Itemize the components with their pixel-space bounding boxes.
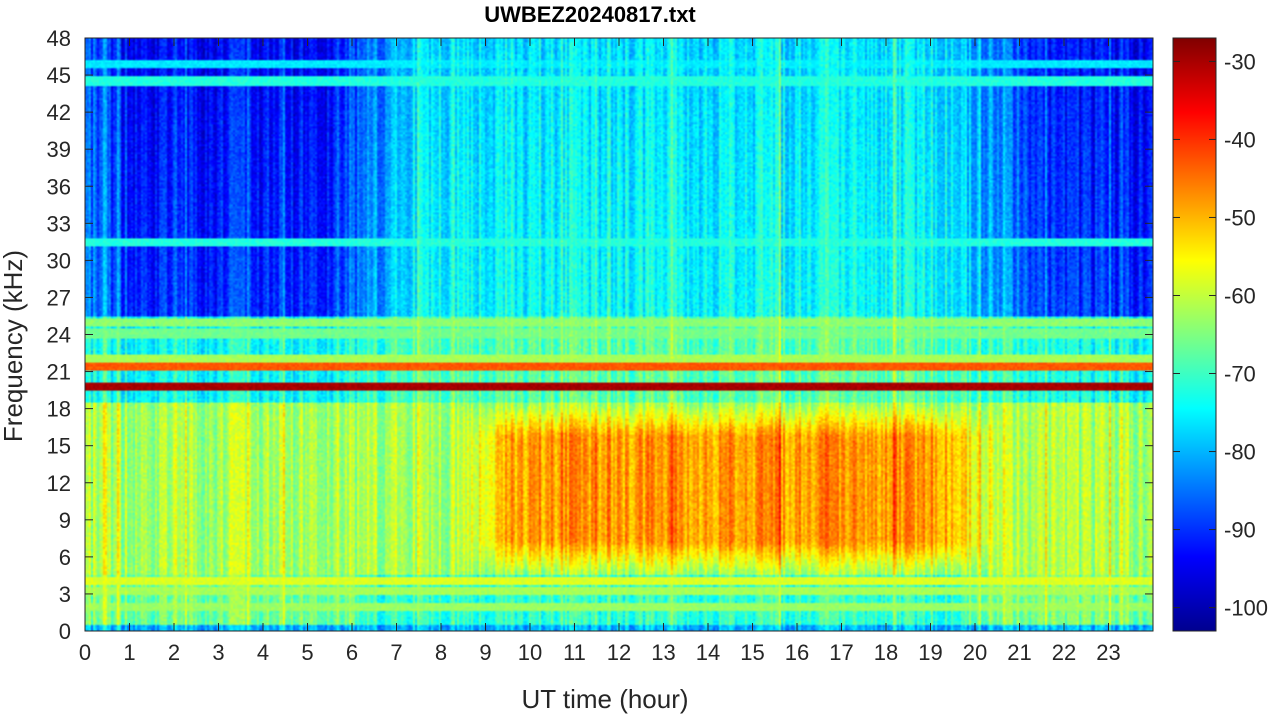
- x-axis: 0 1 2 3 4 5 6 7 8 9 10 11 12 13 14 15 16 17 18 19 20 21 22 23: [79, 38, 1121, 665]
- x-tick-label: 16: [785, 640, 809, 665]
- colorbar: -100 -90 -80 -70 -60 -50 -40 -30: [1172, 37, 1268, 632]
- y-tick-label: 3: [59, 582, 71, 607]
- y-tick-label: 36: [47, 174, 71, 199]
- y-tick-label: 30: [47, 248, 71, 273]
- colorbar-tick-label: -50: [1224, 205, 1256, 230]
- x-tick-label: 9: [479, 640, 491, 665]
- x-tick-label: 21: [1007, 640, 1031, 665]
- x-tick-label: 2: [168, 640, 180, 665]
- y-tick-label: 48: [47, 26, 71, 51]
- y-tick-label: 18: [47, 397, 71, 422]
- x-tick-label: 17: [829, 640, 853, 665]
- chart-title: UWBEZ20240817.txt: [484, 2, 696, 27]
- x-tick-label: 22: [1052, 640, 1076, 665]
- colorbar-tick-label: -90: [1224, 518, 1256, 543]
- x-tick-label: 15: [740, 640, 764, 665]
- plot-area: [84, 37, 1154, 632]
- y-tick-label: 42: [47, 100, 71, 125]
- y-tick-label: 27: [47, 285, 71, 310]
- y-tick-label: 15: [47, 434, 71, 459]
- y-tick-label: 0: [59, 619, 71, 644]
- colorbar-tick-label: -30: [1224, 49, 1256, 74]
- y-tick-label: 21: [47, 360, 71, 385]
- x-tick-label: 7: [390, 640, 402, 665]
- y-axis-label: Frequency (kHz): [0, 250, 28, 442]
- x-tick-label: 6: [346, 640, 358, 665]
- x-tick-label: 13: [651, 640, 675, 665]
- colorbar-tick-label: -70: [1224, 362, 1256, 387]
- x-axis-label: UT time (hour): [521, 684, 688, 714]
- y-tick-label: 24: [47, 323, 71, 348]
- x-tick-label: 11: [563, 640, 586, 665]
- x-tick-label: 1: [123, 640, 135, 665]
- x-tick-label: 3: [212, 640, 224, 665]
- colorbar-tick-label: -80: [1224, 440, 1256, 465]
- colorbar-ticks: -100 -90 -80 -70 -60 -50 -40 -30: [1173, 49, 1268, 621]
- colorbar-gradient: [1172, 37, 1217, 632]
- x-tick-label: 8: [435, 640, 447, 665]
- y-tick-label: 9: [59, 508, 71, 533]
- x-tick-label: 23: [1096, 640, 1120, 665]
- y-tick-label: 6: [59, 545, 71, 570]
- x-tick-label: 10: [518, 640, 542, 665]
- y-tick-label: 45: [47, 63, 71, 88]
- x-tick-label: 5: [301, 640, 313, 665]
- x-tick-label: 14: [696, 640, 720, 665]
- colorbar-tick-label: -40: [1224, 127, 1256, 152]
- y-tick-label: 12: [47, 471, 71, 496]
- x-tick-label: 12: [607, 640, 631, 665]
- x-tick-label: 4: [257, 640, 269, 665]
- x-tick-label: 18: [874, 640, 898, 665]
- spectrogram-heatmap: [85, 38, 1153, 631]
- x-tick-label: 20: [963, 640, 987, 665]
- x-tick-label: 0: [79, 640, 91, 665]
- y-tick-label: 33: [47, 211, 71, 236]
- colorbar-tick-label: -60: [1224, 283, 1256, 308]
- y-tick-label: 39: [47, 137, 71, 162]
- colorbar-tick-label: -100: [1224, 596, 1268, 621]
- x-tick-label: 19: [918, 640, 942, 665]
